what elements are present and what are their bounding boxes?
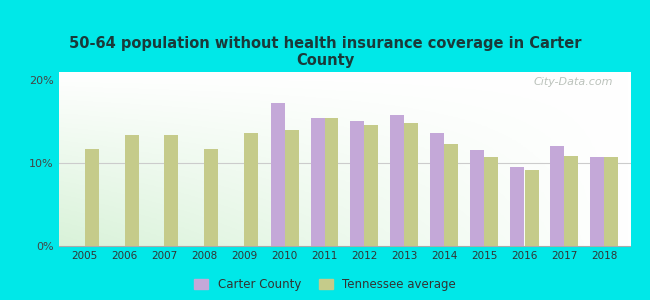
Bar (484, 157, 499, 246)
Bar (125, 135, 138, 246)
Bar (564, 156, 579, 246)
Bar (270, 103, 285, 246)
Bar (471, 150, 484, 246)
Bar (590, 157, 605, 246)
Bar (404, 123, 419, 246)
Bar (285, 130, 298, 246)
Bar (510, 167, 525, 246)
Bar (244, 133, 259, 246)
Bar (525, 170, 538, 246)
Bar (311, 118, 324, 246)
Legend: Carter County, Tennessee average: Carter County, Tennessee average (194, 278, 456, 291)
Bar (430, 133, 445, 246)
Bar (365, 125, 378, 246)
Bar (391, 115, 404, 246)
Text: City-Data.com: City-Data.com (534, 77, 614, 87)
Bar (205, 149, 218, 246)
Bar (350, 121, 365, 246)
Bar (551, 146, 564, 246)
Bar (164, 135, 179, 246)
Bar (84, 149, 99, 246)
Bar (445, 144, 458, 246)
Text: 50-64 population without health insurance coverage in Carter
County: 50-64 population without health insuranc… (69, 36, 581, 68)
Bar (324, 118, 339, 246)
Bar (604, 157, 619, 246)
